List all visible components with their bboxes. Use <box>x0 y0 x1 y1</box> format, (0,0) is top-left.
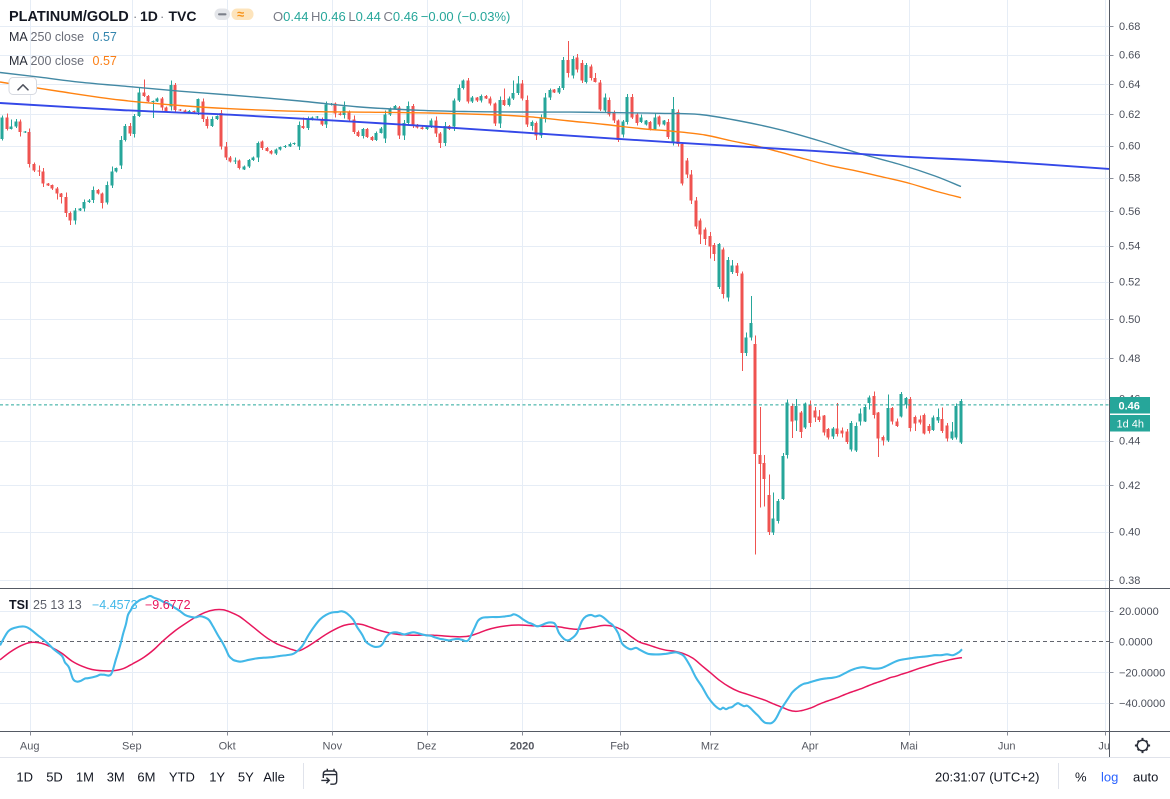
svg-text:Feb: Feb <box>610 741 629 753</box>
svg-text:0.44: 0.44 <box>1119 436 1140 448</box>
svg-text:1D: 1D <box>16 770 33 785</box>
svg-text:0.46: 0.46 <box>1119 400 1140 412</box>
svg-text:0.58: 0.58 <box>1119 173 1140 185</box>
svg-text:0.56: 0.56 <box>1119 206 1140 218</box>
svg-text:Apr: Apr <box>801 741 818 753</box>
svg-text:−20.0000: −20.0000 <box>1119 667 1165 679</box>
svg-text:20:31:07 (UTC+2): 20:31:07 (UTC+2) <box>935 770 1039 785</box>
svg-text:Jun: Jun <box>998 741 1016 753</box>
svg-text:PLATINUM/GOLD: PLATINUM/GOLD <box>9 9 129 25</box>
svg-text:TSI: TSI <box>9 598 28 612</box>
svg-text:−40.0000: −40.0000 <box>1119 698 1165 710</box>
svg-text:YTD: YTD <box>169 770 195 785</box>
svg-text:0.52: 0.52 <box>1119 277 1140 289</box>
svg-text:0.64: 0.64 <box>1119 79 1140 91</box>
svg-text:·: · <box>133 9 137 24</box>
svg-text:0.60: 0.60 <box>1119 140 1140 152</box>
svg-text:log: log <box>1101 770 1118 785</box>
svg-text:0.54: 0.54 <box>1119 241 1140 253</box>
svg-text:3M: 3M <box>107 770 125 785</box>
svg-text:Aug: Aug <box>20 741 40 753</box>
svg-text:20.0000: 20.0000 <box>1119 606 1159 618</box>
svg-text:MA 200 close 0.57: MA 200 close 0.57 <box>9 54 117 68</box>
svg-text:Dez: Dez <box>417 741 437 753</box>
svg-text:Mrz: Mrz <box>701 741 719 753</box>
svg-text:0.66: 0.66 <box>1119 50 1140 62</box>
svg-text:1d 4h: 1d 4h <box>1117 418 1145 430</box>
svg-text:auto: auto <box>1133 770 1158 785</box>
svg-text:0.0000: 0.0000 <box>1119 637 1153 649</box>
svg-text:Jul: Jul <box>1098 741 1112 753</box>
svg-text:0.68: 0.68 <box>1119 21 1140 33</box>
svg-text:5D: 5D <box>46 770 63 785</box>
svg-text:Okt: Okt <box>219 741 236 753</box>
svg-text:TVC: TVC <box>169 8 197 24</box>
svg-text:O0.44 H0.46 L0.44 C0.46 −0.00: O0.44 H0.46 L0.44 C0.46 −0.00 (−0.03%) <box>273 9 510 24</box>
svg-text:−4.4573: −4.4573 <box>92 598 138 612</box>
svg-text:Mai: Mai <box>900 741 918 753</box>
svg-text:MA 250 close 0.57: MA 250 close 0.57 <box>9 30 117 44</box>
svg-text:25 13 13: 25 13 13 <box>33 598 82 612</box>
svg-text:Nov: Nov <box>323 741 343 753</box>
svg-text:0.42: 0.42 <box>1119 480 1140 492</box>
svg-text:−9.6772: −9.6772 <box>145 598 191 612</box>
svg-text:Sep: Sep <box>122 741 142 753</box>
svg-text:≈: ≈ <box>237 7 244 22</box>
svg-text:0.50: 0.50 <box>1119 314 1140 326</box>
svg-text:2020: 2020 <box>510 741 534 753</box>
svg-text:0.48: 0.48 <box>1119 353 1140 365</box>
svg-text:1M: 1M <box>76 770 94 785</box>
svg-text:6M: 6M <box>137 770 155 785</box>
svg-text:%: % <box>1075 770 1087 785</box>
svg-text:0.40: 0.40 <box>1119 526 1140 538</box>
svg-text:1Y: 1Y <box>209 770 225 785</box>
svg-text:5Y: 5Y <box>238 770 254 785</box>
svg-text:Alle: Alle <box>263 770 285 785</box>
svg-text:·: · <box>160 9 164 24</box>
svg-text:1D: 1D <box>140 8 158 24</box>
svg-text:0.62: 0.62 <box>1119 109 1140 121</box>
svg-text:0.38: 0.38 <box>1119 575 1140 587</box>
